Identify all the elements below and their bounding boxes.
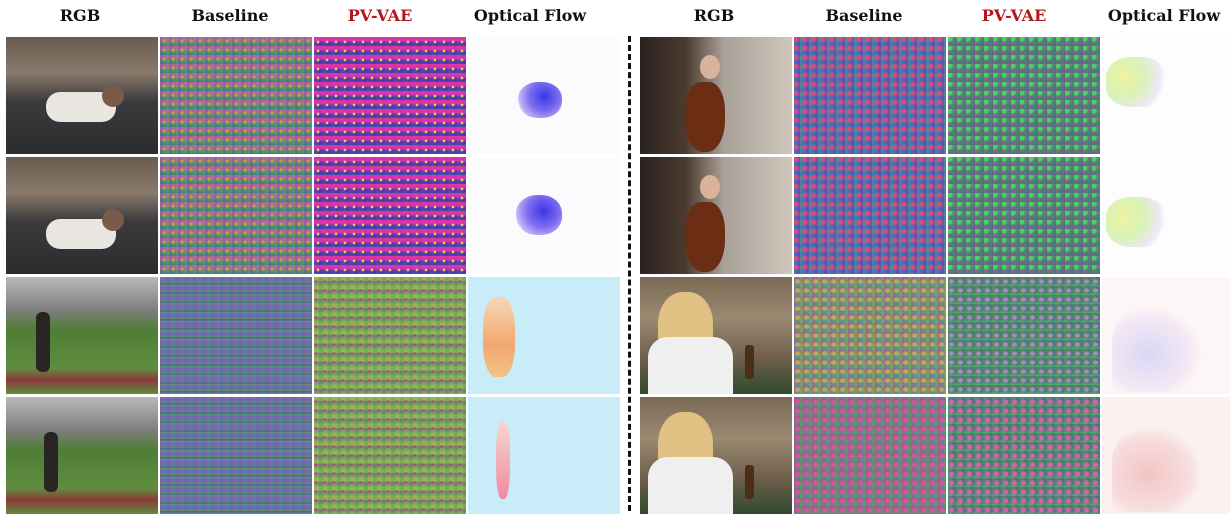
baseline-map — [794, 157, 946, 274]
pv-vae-map — [314, 277, 466, 394]
optical-flow-map — [1102, 157, 1230, 274]
left-column-headers: RGB Baseline PV-VAE Optical Flow — [6, 6, 606, 32]
optical-flow-map — [468, 37, 620, 154]
optical-flow-map — [468, 397, 620, 514]
right-image-grid — [640, 37, 1230, 514]
right-column-headers: RGB Baseline PV-VAE Optical Flow — [640, 6, 1230, 32]
header-pv-vae: PV-VAE — [981, 6, 1047, 25]
baseline-map — [160, 37, 312, 154]
optical-flow-map — [468, 277, 620, 394]
header-optical-flow: Optical Flow — [1107, 6, 1221, 25]
rgb-image — [6, 397, 158, 514]
panel-divider — [628, 36, 631, 511]
right-panel: RGB Baseline PV-VAE Optical Flow — [640, 0, 1230, 515]
header-optical-flow: Optical Flow — [473, 6, 587, 25]
baseline-map — [794, 397, 946, 514]
left-panel: RGB Baseline PV-VAE Optical Flow — [6, 0, 621, 515]
pv-vae-map — [948, 277, 1100, 394]
pv-vae-map — [314, 37, 466, 154]
baseline-map — [794, 37, 946, 154]
pv-vae-map — [948, 157, 1100, 274]
optical-flow-map — [468, 157, 620, 274]
baseline-map — [160, 397, 312, 514]
optical-flow-map — [1102, 277, 1230, 394]
rgb-image — [640, 37, 792, 154]
header-baseline: Baseline — [191, 6, 269, 25]
header-baseline: Baseline — [825, 6, 903, 25]
rgb-image — [6, 157, 158, 274]
optical-flow-map — [1102, 37, 1230, 154]
header-pv-vae: PV-VAE — [347, 6, 413, 25]
pv-vae-map — [314, 157, 466, 274]
baseline-map — [160, 277, 312, 394]
pv-vae-map — [948, 397, 1100, 514]
optical-flow-map — [1102, 397, 1230, 514]
rgb-image — [640, 157, 792, 274]
rgb-image — [6, 37, 158, 154]
header-rgb: RGB — [59, 6, 101, 25]
baseline-map — [794, 277, 946, 394]
rgb-image — [640, 397, 792, 514]
baseline-map — [160, 157, 312, 274]
header-rgb: RGB — [693, 6, 735, 25]
pv-vae-map — [948, 37, 1100, 154]
rgb-image — [640, 277, 792, 394]
rgb-image — [6, 277, 158, 394]
pv-vae-map — [314, 397, 466, 514]
left-image-grid — [6, 37, 620, 514]
